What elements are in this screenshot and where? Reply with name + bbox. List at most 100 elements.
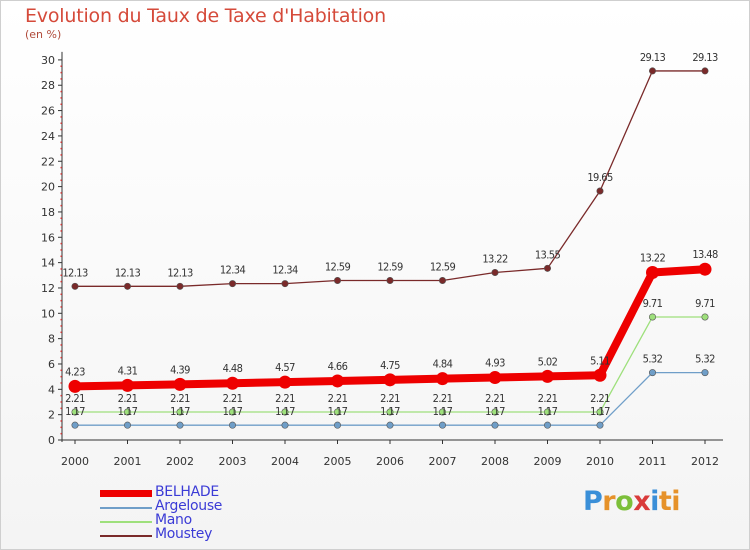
point-argelouse-2002 <box>176 421 184 429</box>
point-moustey-2001 <box>124 282 132 290</box>
point-argelouse-2000 <box>71 421 79 429</box>
proxiti-logo: Proxiti <box>583 486 681 517</box>
point-argelouse-2003 <box>229 421 237 429</box>
point-belhade-2005 <box>331 374 344 388</box>
data-label-moustey-2001: 12.13 <box>115 266 141 279</box>
y-minor-tick-12-1 <box>60 274 62 277</box>
y-tick-label-0: 0 <box>48 434 55 447</box>
data-label-moustey-2002: 12.13 <box>167 266 193 279</box>
y-minor-tick-18-1 <box>60 198 62 201</box>
data-label-belhade-2000: 4.23 <box>65 365 85 378</box>
y-minor-tick-14-0 <box>60 255 62 258</box>
data-label-mano-2012: 9.71 <box>695 297 715 310</box>
point-belhade-2011 <box>646 266 659 280</box>
point-moustey-2003 <box>229 280 237 288</box>
point-belhade-2000 <box>68 379 82 393</box>
y-minor-tick-0-2 <box>60 420 62 422</box>
y-minor-tick-16-1 <box>60 223 62 226</box>
data-label-moustey-2000: 12.13 <box>62 266 88 279</box>
legend-label-mano: Mano <box>155 512 192 528</box>
data-label-moustey-2010: 19.65 <box>587 171 613 184</box>
y-tick-label-10: 10 <box>41 307 55 320</box>
y-tick-label-2: 2 <box>48 409 55 422</box>
legend-label-belhade: BELHADE <box>155 484 219 500</box>
y-minor-tick-12-0 <box>60 280 62 283</box>
y-minor-tick-18-2 <box>60 192 62 194</box>
y-minor-tick-10-1 <box>60 299 62 302</box>
y-tick-label-16: 16 <box>41 231 55 244</box>
y-minor-tick-16-2 <box>60 217 62 220</box>
y-minor-tick-22-2 <box>60 141 62 144</box>
point-moustey-2010 <box>596 187 604 195</box>
data-label-argelouse-2011: 5.32 <box>643 353 663 366</box>
data-label-belhade-2010: 5.11 <box>590 354 610 367</box>
y-minor-tick-24-1 <box>60 122 62 124</box>
point-mano-2006 <box>386 408 394 416</box>
point-argelouse-2007 <box>438 421 446 429</box>
y-minor-tick-4-1 <box>60 375 62 378</box>
x-tick-label-2007: 2007 <box>429 455 457 468</box>
y-tick-label-18: 18 <box>41 206 55 219</box>
point-mano-2005 <box>333 408 341 416</box>
data-label-belhade-2005: 4.66 <box>328 360 348 373</box>
y-minor-tick-20-1 <box>60 173 62 175</box>
y-minor-tick-8-2 <box>60 318 62 321</box>
x-tick-label-2009: 2009 <box>534 455 562 468</box>
y-minor-tick-26-1 <box>60 97 62 99</box>
y-minor-tick-28-0 <box>60 78 62 80</box>
point-argelouse-2010 <box>596 421 604 429</box>
point-mano-2009 <box>543 408 551 416</box>
x-tick-label-2008: 2008 <box>481 455 509 468</box>
data-label-mano-2003: 2.21 <box>223 392 243 405</box>
point-mano-2010 <box>596 408 604 416</box>
point-argelouse-2001 <box>124 421 132 429</box>
y-minor-tick-2-2 <box>60 394 62 397</box>
data-label-belhade-2009: 5.02 <box>538 355 558 368</box>
y-minor-tick-2-1 <box>60 401 62 403</box>
data-label-mano-2001: 2.21 <box>118 392 138 405</box>
point-mano-2008 <box>491 408 499 416</box>
point-moustey-2004 <box>281 280 289 288</box>
point-belhade-2006 <box>383 373 397 387</box>
data-label-moustey-2006: 12.59 <box>377 260 403 273</box>
point-belhade-2001 <box>121 378 134 392</box>
data-label-belhade-2006: 4.75 <box>380 359 400 372</box>
x-tick-label-2012: 2012 <box>691 455 719 468</box>
y-minor-tick-8-1 <box>60 325 62 327</box>
data-label-mano-2004: 2.21 <box>275 392 295 405</box>
data-label-mano-2009: 2.21 <box>538 392 558 405</box>
point-argelouse-2005 <box>333 421 341 429</box>
data-label-argelouse-2002: 1.17 <box>170 405 190 418</box>
data-label-argelouse-2003: 1.17 <box>223 405 243 418</box>
legend-swatch-mano <box>100 521 152 523</box>
data-label-argelouse-2008: 1.17 <box>485 405 505 418</box>
data-label-belhade-2012: 13.48 <box>692 248 718 261</box>
legend-swatch-moustey <box>100 535 152 537</box>
y-minor-tick-24-2 <box>60 116 62 118</box>
y-tick-label-14: 14 <box>41 257 55 270</box>
y-tick-label-20: 20 <box>41 181 55 194</box>
y-minor-tick-26-0 <box>60 103 62 105</box>
legend-label-moustey: Moustey <box>155 526 213 542</box>
point-moustey-2007 <box>438 276 446 284</box>
x-tick-label-2003: 2003 <box>219 455 247 468</box>
y-minor-tick-6-2 <box>60 344 62 346</box>
y-minor-tick-26-2 <box>60 90 62 93</box>
y-tick-label-22: 22 <box>41 155 55 168</box>
x-tick-label-2004: 2004 <box>271 455 299 468</box>
point-argelouse-2008 <box>491 421 499 429</box>
data-label-mano-2011: 9.71 <box>643 297 663 310</box>
point-moustey-2002 <box>176 282 184 290</box>
point-moustey-2011 <box>648 67 656 75</box>
data-label-mano-2010: 2.21 <box>590 392 610 405</box>
data-label-argelouse-2005: 1.17 <box>328 405 348 418</box>
unit-label: (en %) <box>25 28 62 41</box>
x-tick-label-2006: 2006 <box>376 455 404 468</box>
y-minor-tick-12-2 <box>60 268 62 270</box>
y-minor-tick-16-0 <box>60 230 62 232</box>
point-moustey-2009 <box>543 264 551 272</box>
data-label-argelouse-2006: 1.17 <box>380 405 400 418</box>
y-minor-tick-22-1 <box>60 147 62 150</box>
point-moustey-2012 <box>701 67 709 75</box>
